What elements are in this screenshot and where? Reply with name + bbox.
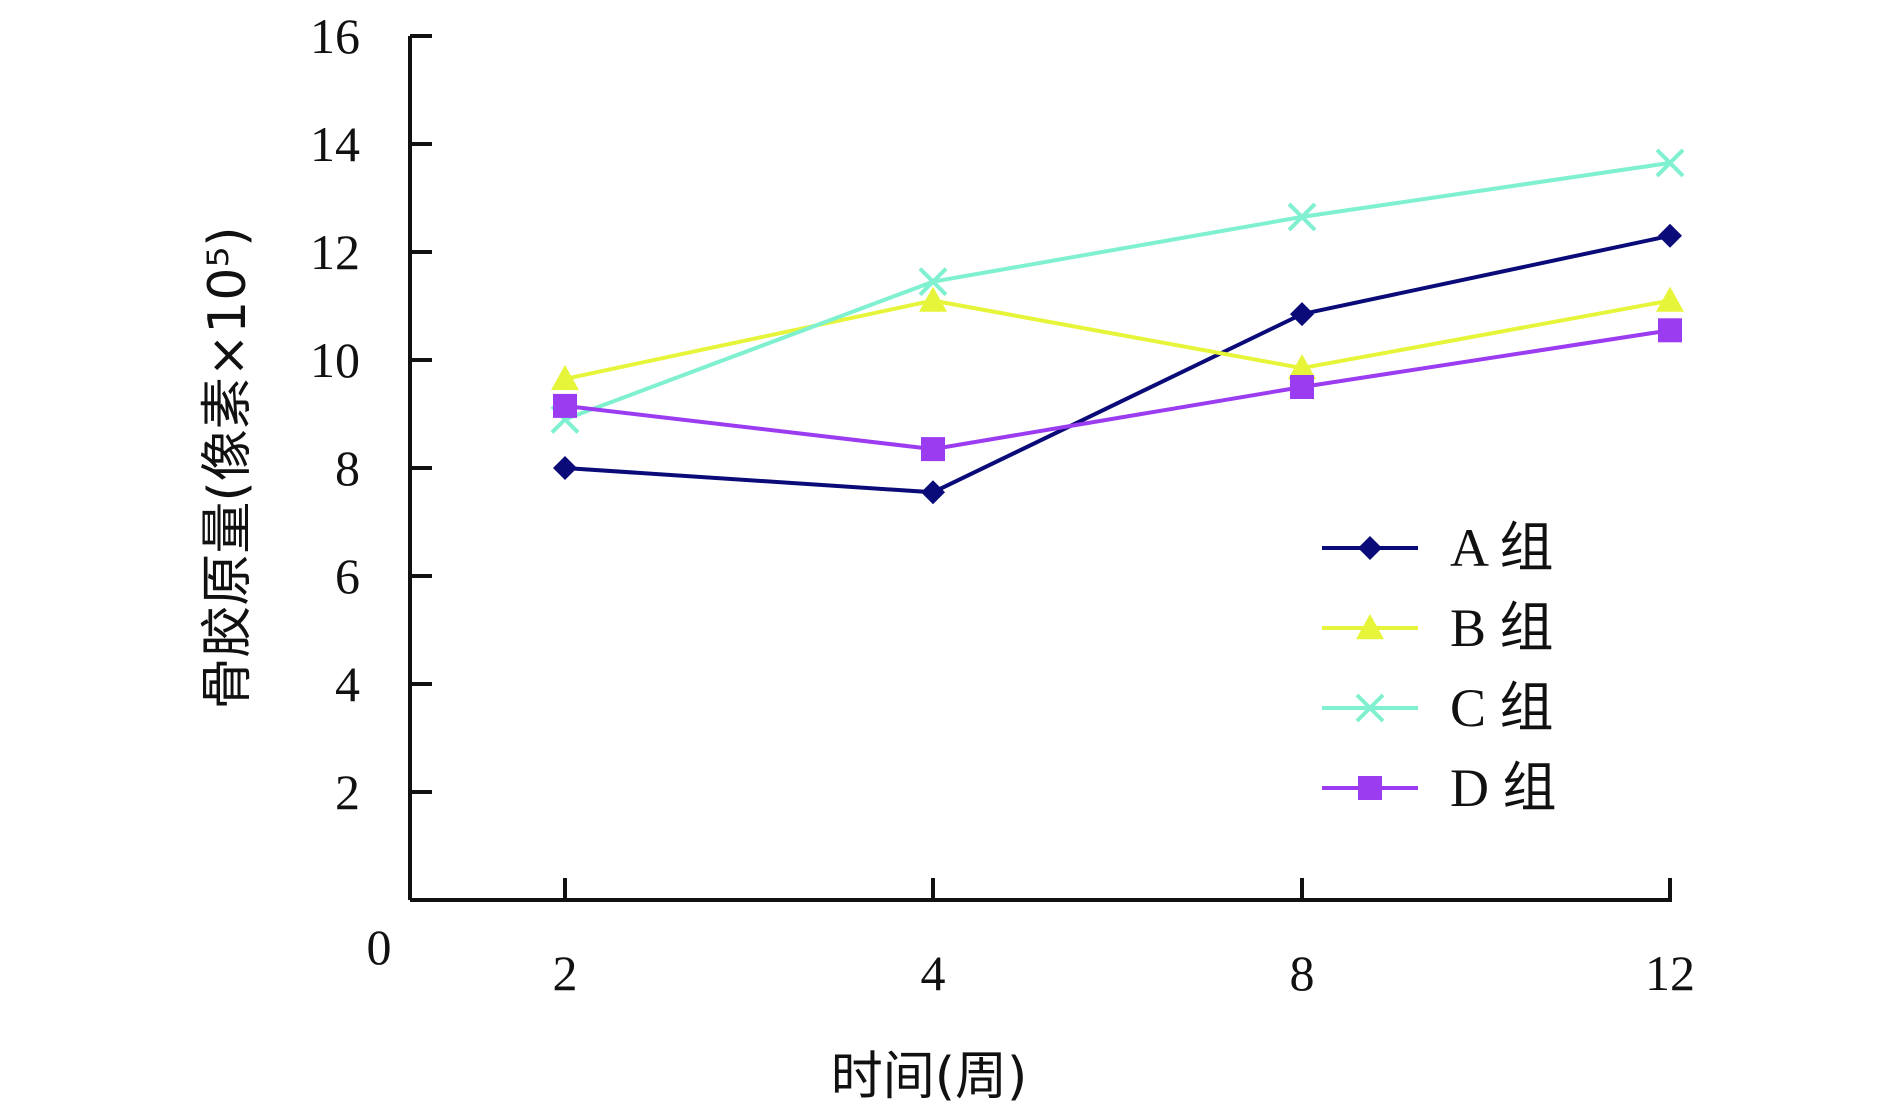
series-line-1 [564,233,1671,495]
series-1-point-2 [553,456,577,480]
y-tick-label-10: 10 [310,332,360,388]
series-4-point-4 [921,437,945,462]
series-2-point-12 [1656,286,1684,312]
series-line-2 [564,298,1671,381]
series-line-3 [564,160,1671,422]
y-axis-title: 骨胶原量(像素×10⁵) [198,226,258,709]
legend-marker-1 [1358,536,1382,560]
axes: 2 4 6 8 10 12 14 16 2 4 8 12 [310,8,1695,1001]
series-4-point-2 [553,393,577,418]
legend-marker-2 [1356,614,1384,640]
x-tick-label-8: 8 [1290,945,1315,1001]
x-tick-label-4: 4 [921,945,946,1001]
legend-marker-3 [1355,693,1385,723]
legend-label-3: C 组 [1450,678,1554,738]
series-1-point-4 [921,480,945,505]
series-2-point-4 [919,286,947,312]
series-3-point-12 [1655,148,1685,178]
legend-label-4: D 组 [1450,758,1557,818]
series-1-point-12 [1658,223,1682,248]
y-tick-label-2: 2 [335,764,360,820]
legend-label-2: B 组 [1450,598,1554,658]
series-3-point-4 [918,267,948,297]
y-tick-label-8: 8 [335,440,360,496]
series-4-point-12 [1658,318,1682,343]
series-2-point-8 [1288,354,1316,380]
x-tick-label-2: 2 [553,945,578,1001]
series-1-point-8 [1290,302,1314,327]
y-tick-label-6: 6 [335,548,360,604]
legend-label-1: A 组 [1450,518,1554,578]
legend: A 组 B 组 C 组 D 组 [1322,518,1557,818]
legend-marker-4 [1358,776,1382,800]
y-tick-label-14: 14 [310,116,360,172]
labels-layer: 时间(周) 骨胶原量(像素×10⁵) 0 [198,226,1027,1107]
series-line-4 [564,328,1671,452]
y-tick-label-12: 12 [310,224,360,280]
x-axis-title: 时间(周) [831,1047,1028,1107]
origin-label: 0 [367,919,392,975]
series-3-point-8 [1287,202,1317,232]
y-tick-label-16: 16 [310,8,360,64]
series-4-point-8 [1290,375,1314,399]
x-tick-label-12: 12 [1645,945,1695,1001]
y-tick-label-4: 4 [335,656,360,712]
series-2-point-2 [551,364,579,391]
series-layer [550,148,1685,505]
